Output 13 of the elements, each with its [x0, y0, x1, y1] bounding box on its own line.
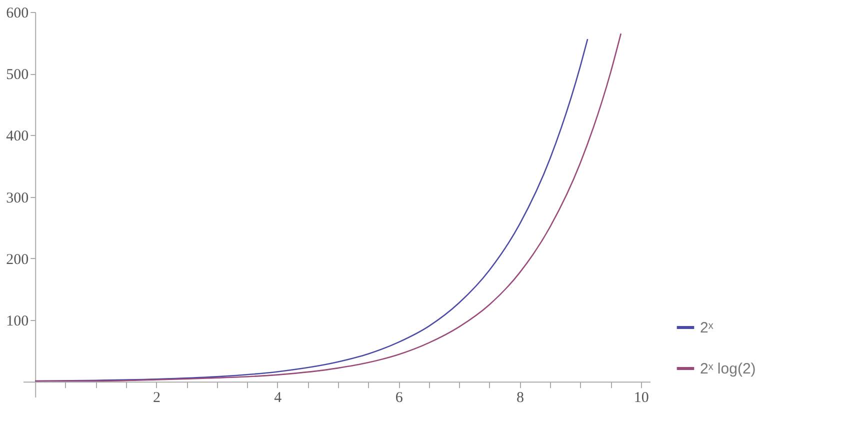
- legend-label: 2ˣ: [700, 320, 714, 336]
- y-tick-label: 300: [6, 190, 29, 206]
- y-tick-label: 600: [6, 6, 29, 22]
- legend-label: 2ˣ log(2): [700, 360, 756, 378]
- x-tick-label: 10: [634, 390, 649, 406]
- x-tick-label: 8: [516, 390, 524, 406]
- y-tick-label: 400: [6, 128, 29, 145]
- y-tick-label: 200: [6, 252, 29, 268]
- y-tick-label: 500: [6, 67, 29, 84]
- x-tick-label: 4: [274, 390, 282, 406]
- y-tick-label: 100: [6, 314, 29, 330]
- x-tick-label: 2: [153, 390, 161, 406]
- x-tick-label: 6: [395, 390, 404, 406]
